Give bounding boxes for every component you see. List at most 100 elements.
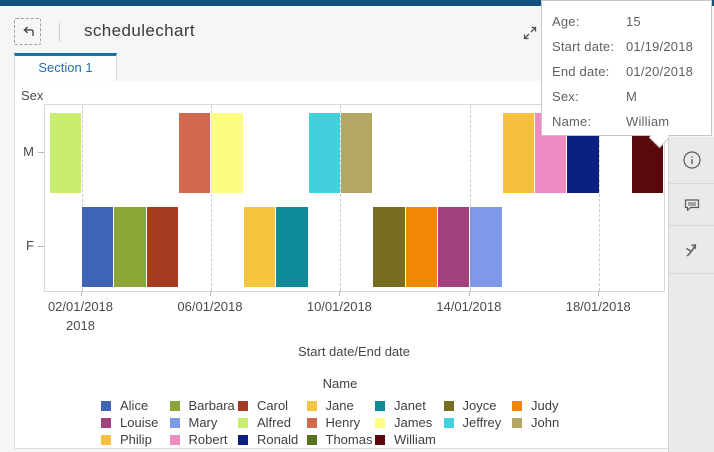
x-tick-mark <box>80 291 82 296</box>
x-tick-label: 06/01/2018 <box>177 299 243 314</box>
tooltip-value: 01/19/2018 <box>626 39 694 54</box>
legend-item[interactable]: Henry <box>306 414 376 431</box>
legend-swatch <box>169 400 180 411</box>
tooltip-value: 01/20/2018 <box>626 64 694 79</box>
header-divider <box>59 23 60 42</box>
legend-label: Alice <box>120 398 149 413</box>
legend-item[interactable]: Jane <box>306 397 376 414</box>
legend-swatch <box>375 434 385 445</box>
y-tick-label: M <box>23 144 34 159</box>
legend-swatch <box>169 417 180 428</box>
legend-item[interactable]: Thomas <box>306 431 376 448</box>
legend-item[interactable]: Louise <box>101 414 170 431</box>
schedule-bar[interactable] <box>179 113 211 193</box>
x-axis-title: Start date/End date <box>297 344 411 359</box>
legend-item[interactable]: Ronald <box>238 431 307 448</box>
legend-item[interactable]: Carol <box>238 397 307 414</box>
gridline <box>210 105 212 291</box>
legend-swatch <box>375 417 385 428</box>
legend-title: Name <box>322 376 358 391</box>
legend-swatch <box>443 400 454 411</box>
legend-swatch <box>306 400 317 411</box>
schedule-bar[interactable] <box>82 207 114 287</box>
tooltip-row: Name: William <box>542 109 711 134</box>
legend-item[interactable]: Philip <box>101 431 170 448</box>
schedule-bar[interactable] <box>405 207 437 287</box>
legend-label: John <box>531 415 560 430</box>
x-tick-label: 14/01/2018 <box>436 299 502 314</box>
legend-label: Henry <box>325 415 361 430</box>
legend-item[interactable]: Judy <box>512 397 581 414</box>
info-button[interactable] <box>669 137 714 184</box>
tab-label: Section 1 <box>38 60 93 75</box>
legend-item[interactable]: Janet <box>375 397 444 414</box>
legend-label: Thomas <box>325 432 373 447</box>
data-tooltip: Age: 15 Start date: 01/19/2018 End date: 01/2… <box>541 0 712 136</box>
tooltip-value: M <box>626 89 638 104</box>
tooltip-label: Sex: <box>552 89 579 104</box>
legend-label: Jane <box>325 398 354 413</box>
legend-item[interactable]: Alfred <box>238 414 307 431</box>
tooltip-value: 15 <box>626 14 641 29</box>
legend-swatch <box>306 417 317 428</box>
schedule-bar[interactable] <box>340 113 373 193</box>
x-tick-mark <box>209 291 211 296</box>
top-bar <box>0 0 714 6</box>
legend-swatch <box>238 400 248 411</box>
schedule-bar[interactable] <box>49 113 81 193</box>
legend-swatch <box>238 434 248 445</box>
page-title: schedulechart <box>84 21 196 40</box>
tooltip-value: William <box>626 114 670 129</box>
schedule-bar[interactable] <box>146 207 179 287</box>
schedule-bar[interactable] <box>502 113 535 193</box>
schedule-bar[interactable] <box>470 207 502 287</box>
legend-item[interactable]: Alice <box>101 397 170 414</box>
tooltip-row: Sex: M <box>542 84 711 109</box>
schedule-bar[interactable] <box>276 207 308 287</box>
expand-icon[interactable] <box>523 26 537 40</box>
x-tick-label-year: 2018 <box>66 318 95 333</box>
gridline <box>340 105 342 291</box>
navigate-button[interactable] <box>669 226 714 274</box>
tab-section-1[interactable]: Section 1 <box>14 53 117 81</box>
y-tick-mark <box>38 152 44 153</box>
legend-item[interactable]: James <box>375 414 444 431</box>
tooltip-label: Start date: <box>552 39 615 54</box>
legend-item[interactable]: Jeffrey <box>443 414 513 431</box>
tooltip-label: Name: <box>552 114 592 129</box>
legend-label: James <box>394 415 433 430</box>
legend-label: Joyce <box>462 398 497 413</box>
legend-label: Philip <box>120 432 152 447</box>
legend: Alice Barbara Carol Jane Janet Joyce Judy Louis… <box>101 397 583 448</box>
legend-item[interactable]: William <box>375 431 444 448</box>
legend-label: Mary <box>188 415 218 430</box>
legend-label: Judy <box>531 398 559 413</box>
x-tick-label: 10/01/2018 <box>306 299 372 314</box>
gridline <box>469 105 471 291</box>
legend-item[interactable]: Joyce <box>443 397 513 414</box>
branch-arrow-icon <box>682 240 702 260</box>
legend-item[interactable]: Robert <box>169 431 239 448</box>
x-tick-label: 18/01/2018 <box>565 299 631 314</box>
x-tick-mark <box>468 291 470 296</box>
tooltip-row: Age: 15 <box>542 9 711 34</box>
legend-swatch <box>512 417 522 428</box>
legend-label: Robert <box>188 432 228 447</box>
schedule-bar[interactable] <box>373 207 405 287</box>
legend-item[interactable]: Mary <box>169 414 239 431</box>
legend-label: Louise <box>120 415 159 430</box>
legend-label: Janet <box>394 398 426 413</box>
legend-item[interactable]: John <box>512 414 581 431</box>
back-button[interactable] <box>14 18 41 45</box>
legend-item[interactable]: Barbara <box>169 397 239 414</box>
schedule-bar[interactable] <box>114 207 146 287</box>
schedule-bar[interactable] <box>243 207 276 287</box>
legend-label: Alfred <box>257 415 291 430</box>
legend-swatch <box>306 434 317 445</box>
legend-swatch <box>101 434 111 445</box>
schedule-bar[interactable] <box>211 113 243 193</box>
comments-button[interactable] <box>669 184 714 226</box>
schedule-bar[interactable] <box>437 207 470 287</box>
schedule-bar[interactable] <box>308 113 340 193</box>
